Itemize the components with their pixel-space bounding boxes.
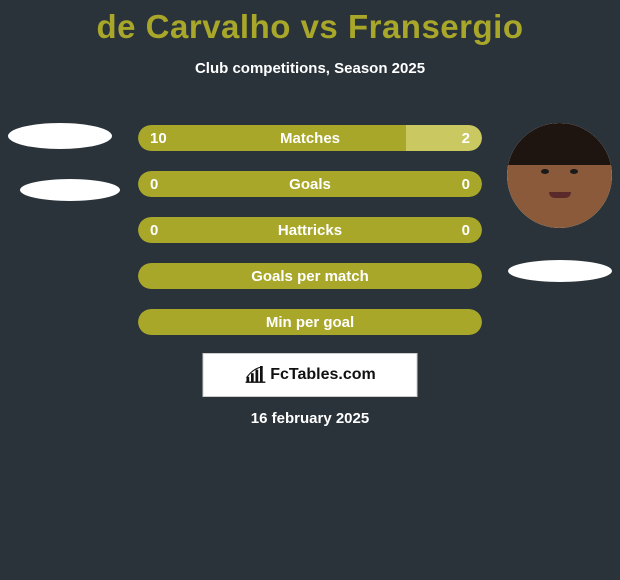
subtitle: Club competitions, Season 2025	[0, 60, 620, 77]
stat-bar-goals-per-match: Goals per match	[138, 263, 482, 289]
avatar-eyes	[507, 169, 612, 174]
stat-bar-hattricks: 0 Hattricks 0	[138, 217, 482, 243]
bar-chart-icon	[244, 366, 266, 384]
player-right-shadow-ellipse	[508, 260, 612, 282]
stat-label: Min per goal	[138, 309, 482, 335]
avatar-mouth	[549, 192, 571, 198]
player-left-shadow-ellipse	[20, 179, 120, 201]
stat-label: Matches	[138, 125, 482, 151]
date-label: 16 february 2025	[0, 410, 620, 427]
avatar-hair	[507, 123, 612, 165]
stat-bar-min-per-goal: Min per goal	[138, 309, 482, 335]
avatar-eye-right	[570, 169, 578, 174]
stat-label: Goals per match	[138, 263, 482, 289]
stat-value-right: 0	[462, 217, 470, 243]
page-title: de Carvalho vs Fransergio	[0, 0, 620, 46]
logo-text: FcTables.com	[270, 366, 376, 384]
stat-bar-matches: 10 Matches 2	[138, 125, 482, 151]
player-right-avatar	[507, 123, 612, 228]
stat-bars: 10 Matches 2 0 Goals 0 0 Hattricks 0 Goa…	[138, 125, 482, 355]
stat-bar-goals: 0 Goals 0	[138, 171, 482, 197]
stat-label: Hattricks	[138, 217, 482, 243]
avatar-eye-left	[541, 169, 549, 174]
fctables-logo[interactable]: FcTables.com	[203, 353, 418, 397]
stat-label: Goals	[138, 171, 482, 197]
avatar-face-icon	[507, 123, 612, 228]
player-left-avatar-placeholder	[8, 123, 112, 149]
stat-value-right: 2	[462, 125, 470, 151]
comparison-card: de Carvalho vs Fransergio Club competiti…	[0, 0, 620, 580]
stat-value-right: 0	[462, 171, 470, 197]
